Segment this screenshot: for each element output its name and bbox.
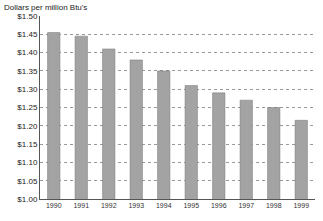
svg-text:1994: 1994 — [156, 202, 172, 209]
svg-text:1993: 1993 — [128, 202, 144, 209]
svg-text:$1.35: $1.35 — [17, 67, 38, 76]
svg-text:1990: 1990 — [46, 202, 62, 209]
svg-text:$1.10: $1.10 — [17, 158, 38, 167]
svg-text:$1.05: $1.05 — [17, 177, 38, 186]
svg-text:1991: 1991 — [73, 202, 89, 209]
svg-text:1996: 1996 — [211, 202, 227, 209]
svg-text:Dollars per million Btu's: Dollars per million Btu's — [4, 3, 87, 12]
svg-text:$1.25: $1.25 — [17, 103, 38, 112]
svg-text:1998: 1998 — [266, 202, 282, 209]
svg-text:1995: 1995 — [183, 202, 199, 209]
svg-text:$1.00: $1.00 — [17, 195, 38, 204]
svg-text:1992: 1992 — [101, 202, 117, 209]
svg-text:$1.50: $1.50 — [17, 12, 38, 21]
svg-text:$1.40: $1.40 — [17, 48, 38, 57]
svg-text:1997: 1997 — [238, 202, 254, 209]
svg-text:$1.20: $1.20 — [17, 122, 38, 131]
svg-text:$1.30: $1.30 — [17, 85, 38, 94]
svg-text:$1.15: $1.15 — [17, 140, 38, 149]
svg-text:1999: 1999 — [293, 202, 309, 209]
svg-text:$1.45: $1.45 — [17, 30, 38, 39]
